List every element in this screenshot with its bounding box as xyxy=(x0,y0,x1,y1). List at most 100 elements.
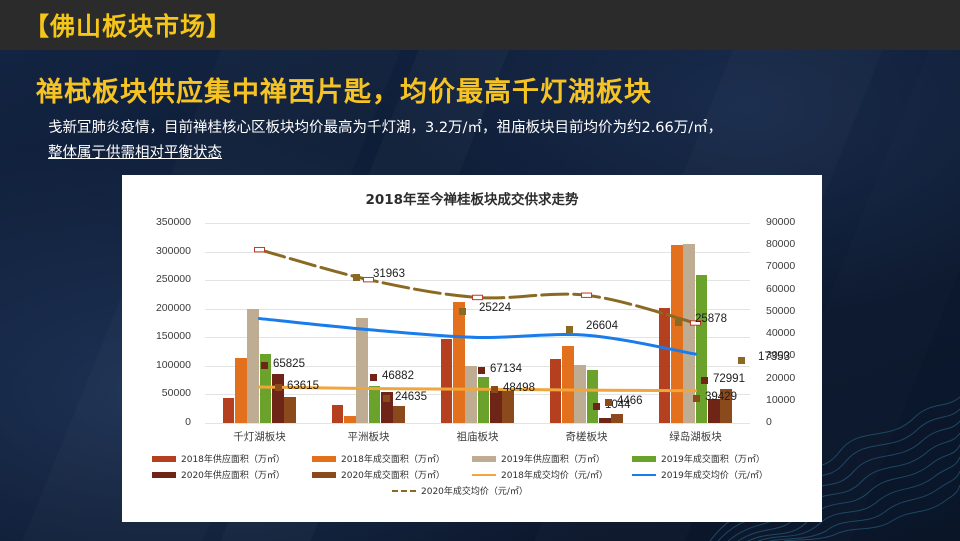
legend-swatch-icon xyxy=(312,471,336,478)
data-label-marker xyxy=(675,319,682,326)
y-tick-right: 0 xyxy=(766,416,772,428)
y-tick-right: 70000 xyxy=(766,260,796,273)
data-label-marker xyxy=(383,395,390,402)
line-2019年成交均价（元/㎡） xyxy=(258,317,697,356)
gridline xyxy=(205,223,750,224)
bar-祖庙板块-2019年供应面积（万㎡） xyxy=(465,365,477,423)
data-label: 26604 xyxy=(586,320,618,332)
bar-千灯湖板块-2019年供应面积（万㎡） xyxy=(247,309,259,423)
y-tick-left: 150000 xyxy=(155,330,191,343)
data-label: 17353 xyxy=(758,351,790,363)
data-label-marker xyxy=(605,399,612,406)
y-tick-left: 50000 xyxy=(161,387,191,400)
line-2020年成交均价（元/㎡） xyxy=(258,248,697,325)
legend-item[interactable]: 2018年成交面积（万㎡） xyxy=(312,452,472,465)
data-label-marker xyxy=(738,357,745,364)
legend-swatch-icon xyxy=(472,473,496,476)
bar-奇槎板块-2019年供应面积（万㎡） xyxy=(574,365,586,423)
legend-label: 2020年成交均价（元/㎡） xyxy=(421,487,528,497)
y-tick-right: 40000 xyxy=(766,327,796,340)
y-tick-left: 300000 xyxy=(155,244,191,257)
y-tick-right: 60000 xyxy=(766,282,796,295)
x-axis-label: 奇槎板块 xyxy=(565,431,608,443)
legend-item[interactable]: 2019年供应面积（万㎡） xyxy=(472,452,632,465)
bar-祖庙板块-2018年供应面积（万㎡） xyxy=(440,339,453,423)
legend-label: 2018年成交面积（万㎡） xyxy=(341,455,445,465)
data-label-marker xyxy=(370,374,377,381)
subhead-line-2: 整体属亍供需相对平衡状态 xyxy=(48,145,222,162)
y-tick-left: 250000 xyxy=(155,273,191,286)
x-axis-label: 绿岛湖板块 xyxy=(669,431,722,443)
bar-平洲板块-2020年成交面积（万㎡） xyxy=(393,405,405,423)
data-label-marker xyxy=(491,386,498,393)
data-label-marker xyxy=(693,395,700,402)
bar-平洲板块-2019年成交面积（万㎡） xyxy=(368,386,381,423)
legend-swatch-icon xyxy=(632,473,656,476)
bar-绿岛湖板块-2018年供应面积（万㎡） xyxy=(658,307,671,423)
data-label-marker xyxy=(275,384,282,391)
data-label: 24635 xyxy=(395,391,427,403)
x-axis-label: 平洲板块 xyxy=(347,431,390,443)
data-label: 72991 xyxy=(713,373,745,385)
bar-千灯湖板块-2019年成交面积（万㎡） xyxy=(259,354,272,423)
chart-card: 2018年至今禅桂板块成交供求走势 0 50000 100000 150000 2000… xyxy=(122,175,822,522)
legend-label: 2019年成交均价（元/㎡） xyxy=(661,471,768,481)
gridline xyxy=(205,423,750,424)
bar-绿岛湖板块-2020年成交面积（万㎡） xyxy=(720,388,732,423)
data-label: 46882 xyxy=(382,370,414,382)
bar-奇槎板块-2019年成交面积（万㎡） xyxy=(586,370,599,423)
line-2018年成交均价（元/㎡） xyxy=(258,385,697,393)
bar-奇槎板块-2020年供应面积（万㎡） xyxy=(598,418,611,423)
y-tick-right: 80000 xyxy=(766,238,796,251)
line-marker xyxy=(690,320,701,326)
y-tick-left: 200000 xyxy=(155,301,191,314)
gridline xyxy=(205,251,750,253)
data-label-marker xyxy=(353,274,360,281)
headline-text: 禅栻板块供应集中禅西片匙，均价最高千灯湖板块 xyxy=(36,77,652,108)
legend-label: 2020年成交面积（万㎡） xyxy=(341,471,445,481)
x-axis-label: 千灯湖板块 xyxy=(233,431,286,443)
y-tick-right: 20000 xyxy=(766,371,796,384)
legend-item[interactable]: 2020年供应面积（万㎡） xyxy=(152,468,312,481)
y-tick-left: 100000 xyxy=(155,358,191,371)
legend-item[interactable]: 2020年成交均价（元/㎡） xyxy=(392,484,552,497)
bar-奇槎板块-2018年成交面积（万㎡） xyxy=(561,346,574,423)
bar-千灯湖板块-2020年供应面积（万㎡） xyxy=(271,373,284,423)
data-label-marker xyxy=(261,362,268,369)
chart-lines xyxy=(254,246,701,393)
bar-平洲板块-2018年成交面积（万㎡） xyxy=(343,416,356,423)
data-label-marker xyxy=(478,367,485,374)
y-tick-right: 10000 xyxy=(766,393,796,406)
line-marker xyxy=(363,276,374,283)
bar-平洲板块-2018年供应面积（万㎡） xyxy=(331,405,344,423)
legend-label: 2019年成交面积（万㎡） xyxy=(661,455,765,465)
legend-swatch-icon xyxy=(392,489,416,492)
legend-item[interactable]: 2019年成交面积（万㎡） xyxy=(632,452,792,465)
bar-千灯湖板块-2020年成交面积（万㎡） xyxy=(284,397,296,423)
subhead-block: 戋新冝肺炎疫情，目前禅桂核心区板块均价最高为千灯湖，3.2万/㎡，祖庙板块目前均… xyxy=(48,116,938,167)
legend-label: 2020年供应面积（万㎡） xyxy=(181,471,285,481)
legend-item[interactable]: 2019年成交均价（元/㎡） xyxy=(632,468,792,481)
line-marker xyxy=(581,292,592,298)
slide-header-bar: 【佛山板块市场】 xyxy=(0,0,960,50)
data-label-marker xyxy=(459,308,466,315)
data-label: 25224 xyxy=(479,302,511,314)
legend-item[interactable]: 2018年成交均价（元/㎡） xyxy=(472,468,632,481)
bar-千灯湖板块-2018年供应面积（万㎡） xyxy=(222,398,235,423)
y-tick-right: 90000 xyxy=(766,216,796,228)
bar-绿岛湖板块-2019年供应面积（万㎡） xyxy=(683,244,695,423)
legend-item[interactable]: 2020年成交面积（万㎡） xyxy=(312,468,472,481)
bar-绿岛湖板块-2018年成交面积（万㎡） xyxy=(670,244,683,423)
legend-label: 2019年供应面积（万㎡） xyxy=(501,455,605,465)
legend-swatch-icon xyxy=(312,455,336,462)
data-label: 65825 xyxy=(273,358,305,370)
gridline xyxy=(205,308,750,310)
legend-item[interactable]: 2018年供应面积（万㎡） xyxy=(152,452,312,465)
legend-swatch-icon xyxy=(632,455,656,462)
bar-千灯湖板块-2018年成交面积（万㎡） xyxy=(234,358,247,423)
legend-swatch-icon xyxy=(152,471,176,478)
bar-祖庙板块-2020年成交面积（万㎡） xyxy=(502,390,514,423)
legend-swatch-icon xyxy=(152,455,176,462)
data-label: 67134 xyxy=(490,363,522,375)
